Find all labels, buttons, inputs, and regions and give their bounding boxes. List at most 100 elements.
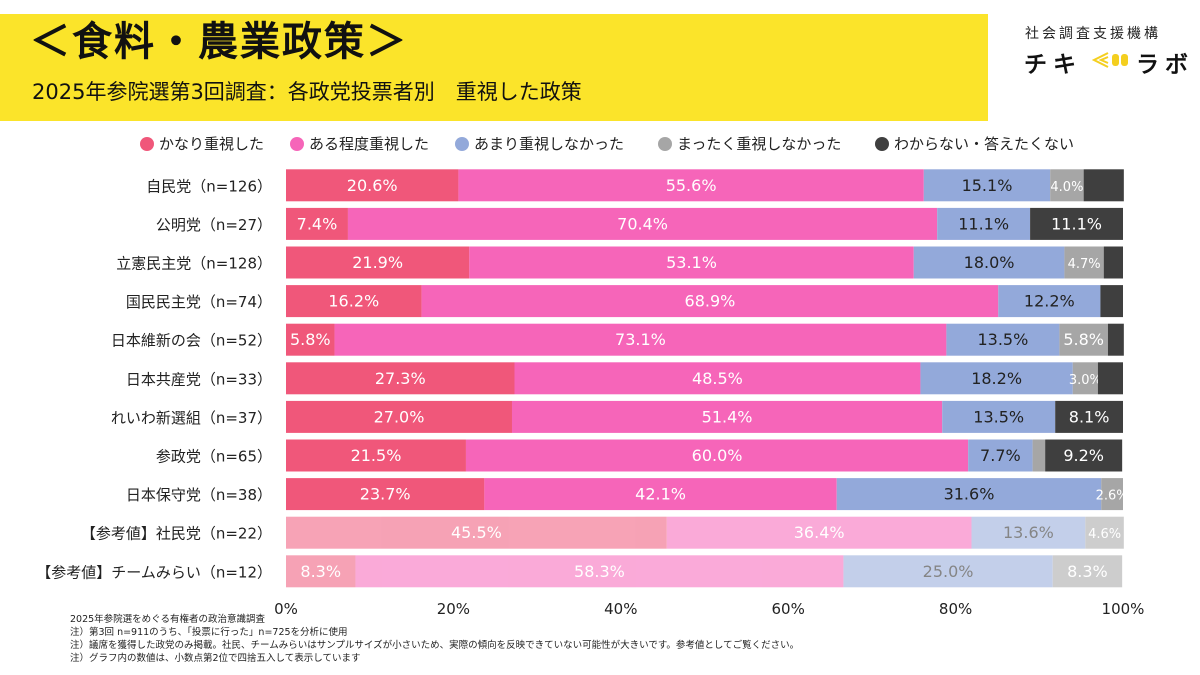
megaphone-icon xyxy=(1092,52,1128,68)
data-label: 3.0% xyxy=(1069,373,1102,388)
bar-segment xyxy=(286,246,470,279)
data-label: 2.6% xyxy=(1096,489,1129,504)
data-label: 5.8% xyxy=(290,330,331,349)
data-label: 8.3% xyxy=(300,562,341,581)
data-label: 4.0% xyxy=(1050,180,1083,195)
bar-segment xyxy=(286,285,422,318)
bar-segment xyxy=(1055,400,1123,433)
data-label: 7.4% xyxy=(297,214,338,233)
bar-segment xyxy=(1085,516,1124,549)
data-label: 25.0% xyxy=(923,562,974,581)
bar-segment xyxy=(334,323,947,356)
page-subtitle: 2025年参院選第3回調査：各政党投票者別 重視した政策 xyxy=(32,80,582,104)
bar-row: 21.5% 60.0% 7.7% 9.2% xyxy=(286,439,1123,472)
bar-row: 45.5% 36.4% 13.6% 4.6% xyxy=(286,516,1124,549)
legend-marker-not-much xyxy=(455,137,469,151)
data-label: 58.3% xyxy=(574,562,625,581)
bar-segment xyxy=(286,478,485,511)
bar-segment xyxy=(465,439,969,472)
legend-label-dk: わからない・答えたくない xyxy=(894,135,1075,153)
legend-label-not-much: あまり重視しなかった xyxy=(474,135,625,153)
title-banner xyxy=(0,14,988,121)
data-label: 8.1% xyxy=(1069,407,1110,426)
bar-segment xyxy=(286,439,466,472)
data-label: 31.6% xyxy=(944,485,995,504)
category-label: れいわ新選組（n=37） xyxy=(111,409,272,427)
footnote-reference: 注）議席を獲得した政党のみ掲載。社民、チームみらいはサンプルサイズが小さいため、… xyxy=(70,640,800,651)
data-label: 11.1% xyxy=(1051,214,1102,233)
bar-row: 8.3% 58.3% 25.0% 8.3% xyxy=(286,555,1123,588)
category-label: 国民民主党（n=74） xyxy=(126,293,272,311)
data-label: 21.5% xyxy=(351,446,402,465)
bar-segment xyxy=(836,478,1102,511)
data-label: 18.0% xyxy=(964,253,1015,272)
category-label: 日本保守党（n=38） xyxy=(126,486,272,504)
bar-segment xyxy=(1045,439,1123,472)
bar-row: 27.3% 48.5% 18.2% 3.0% xyxy=(286,362,1123,395)
bar-segment xyxy=(286,169,459,202)
legend-marker-somewhat xyxy=(290,137,304,151)
page-title: ＜食料・農業政策＞ xyxy=(30,19,408,65)
bar-segment xyxy=(421,285,999,318)
category-label: 公明党（n=27） xyxy=(156,216,272,234)
data-label: 20.6% xyxy=(347,176,398,195)
bar-segment xyxy=(937,207,1031,240)
legend-label-not-at-all: まったく重視しなかった xyxy=(677,135,842,153)
data-label: 15.1% xyxy=(962,176,1013,195)
data-label: 55.6% xyxy=(666,176,717,195)
bar-segment xyxy=(1050,169,1084,202)
bar-segment xyxy=(355,555,844,588)
data-label: 5.8% xyxy=(1063,330,1104,349)
bar-segment xyxy=(968,439,1033,472)
bar-segment xyxy=(347,207,938,240)
data-label: 16.2% xyxy=(328,292,379,311)
data-label: 36.4% xyxy=(794,523,845,542)
bar-segment xyxy=(286,516,667,549)
legend-marker-dk xyxy=(875,137,889,151)
data-label: 48.5% xyxy=(692,369,743,388)
bar-segment xyxy=(514,362,921,395)
category-label: 参政党（n=65） xyxy=(156,448,272,466)
data-label: 23.7% xyxy=(360,485,411,504)
bar-segment xyxy=(1072,362,1098,395)
bar-segment xyxy=(1107,323,1124,356)
data-label: 27.0% xyxy=(374,407,425,426)
bar-segment xyxy=(1097,362,1123,395)
bar-segment xyxy=(998,285,1101,318)
data-label: 68.9% xyxy=(685,292,736,311)
data-label: 42.1% xyxy=(635,485,686,504)
footnotes: 2025年参院選をめぐる有権者の政治意識調査 注）第3回 n=911のうち、「投… xyxy=(70,613,799,665)
bar-row: 16.2% 68.9% 12.2% xyxy=(286,285,1123,318)
bar-segment xyxy=(1100,285,1123,318)
category-label: 立憲民主党（n=128） xyxy=(116,255,272,273)
bar-segment xyxy=(1052,555,1123,588)
bar-segment xyxy=(1064,246,1104,279)
data-label: 12.2% xyxy=(1024,292,1075,311)
brand-logo-left: チキ xyxy=(1024,52,1082,78)
bar-segment xyxy=(1030,207,1123,240)
bar-segment xyxy=(286,207,348,240)
bar-segment xyxy=(946,323,1060,356)
data-label: 13.6% xyxy=(1003,523,1054,542)
bar-segment xyxy=(1032,439,1046,472)
footnote-sample: 注）第3回 n=911のうち、「投票に行った」n=725を分析に使用 xyxy=(70,627,348,638)
category-label: 日本共産党（n=33） xyxy=(126,370,272,388)
bar-segment xyxy=(843,555,1053,588)
bar-segment xyxy=(458,169,924,202)
data-label: 8.3% xyxy=(1067,562,1108,581)
category-label: 自民党（n=126） xyxy=(146,177,272,195)
bar-segment xyxy=(923,169,1051,202)
data-label: 27.3% xyxy=(375,369,426,388)
x-tick-label: 60% xyxy=(772,600,805,618)
data-label: 18.2% xyxy=(971,369,1022,388)
bar-segment xyxy=(913,246,1065,279)
bar-segment xyxy=(286,555,356,588)
data-label: 45.5% xyxy=(451,523,502,542)
bar-segment xyxy=(286,400,512,433)
x-tick-label: 20% xyxy=(437,600,470,618)
bar-row: 21.9% 53.1% 18.0% 4.7% xyxy=(286,246,1123,279)
data-label: 7.7% xyxy=(980,446,1021,465)
data-label: 70.4% xyxy=(617,214,668,233)
bar-row: 5.8% 73.1% 13.5% 5.8% xyxy=(286,323,1124,356)
